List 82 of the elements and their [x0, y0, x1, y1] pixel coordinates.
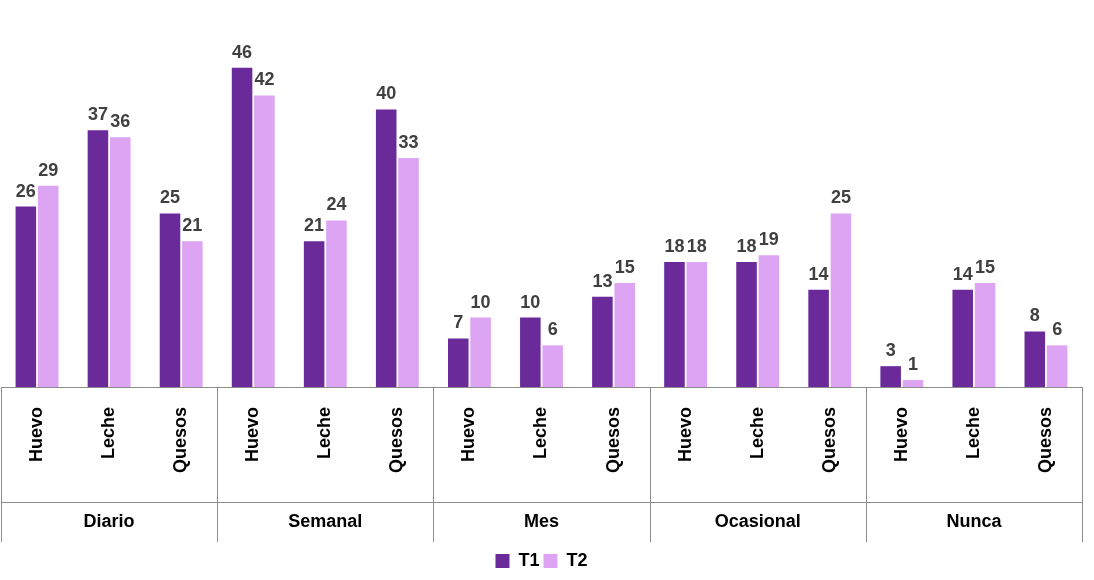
text: Semanal: [288, 510, 363, 531]
bar: [303, 241, 325, 387]
x-tick-label: Leche: [962, 407, 983, 460]
x-tick-label: Quesos: [386, 407, 407, 474]
data-label: 25: [830, 187, 851, 208]
bar: [398, 157, 419, 387]
data-label: 15: [614, 256, 635, 277]
bar: [952, 289, 974, 387]
data-label: 42: [254, 69, 275, 90]
data-label: 36: [110, 111, 131, 132]
x-tick-label: Huevo: [890, 407, 911, 463]
data-label: 24: [326, 194, 347, 215]
data-label: 14: [808, 263, 829, 284]
x-tick-label: Quesos: [1034, 407, 1055, 474]
x-tick-label: Quesos: [602, 407, 623, 474]
bar: [1024, 331, 1046, 387]
bar: [254, 95, 275, 387]
bar: [902, 380, 924, 387]
data-label: 10: [470, 291, 491, 312]
bar: [326, 220, 347, 387]
data-label: 29: [38, 159, 59, 180]
text: Ocasional: [714, 510, 801, 531]
bar: [109, 137, 131, 387]
legend-label: T1: [518, 549, 540, 570]
data-label: 14: [952, 263, 973, 284]
data-label: 3: [885, 340, 896, 361]
x-tick-label: Quesos: [818, 407, 839, 474]
bar: [1046, 345, 1068, 387]
bar: [830, 213, 852, 387]
bar: [880, 366, 901, 387]
bar: [470, 317, 491, 387]
bar: [592, 296, 613, 387]
data-label: 10: [520, 291, 541, 312]
data-label: 18: [664, 236, 685, 257]
bar: [520, 317, 541, 387]
data-label: 40: [376, 83, 397, 104]
data-label: 19: [758, 229, 779, 250]
data-label: 33: [398, 131, 419, 152]
bar: [182, 241, 203, 387]
bar: [87, 130, 109, 387]
bar: [758, 255, 780, 387]
x-tick-label: Huevo: [242, 407, 263, 463]
x-tick-label: Huevo: [26, 407, 46, 463]
x-tick-label: Leche: [530, 407, 551, 460]
data-label: 25: [159, 187, 181, 208]
data-label: 18: [686, 236, 707, 257]
bar: [614, 282, 636, 387]
x-tick-label: Leche: [98, 407, 119, 460]
data-label: 21: [182, 215, 203, 236]
bar: [15, 206, 37, 387]
data-label: 37: [87, 104, 108, 125]
data-label: 13: [592, 270, 613, 291]
text: Nunca: [946, 510, 1003, 531]
data-label: 46: [232, 41, 253, 62]
bar: [808, 289, 829, 387]
x-tick-label: Quesos: [170, 407, 191, 474]
bar: [542, 345, 563, 387]
data-label: 8: [1029, 305, 1040, 326]
x-tick-label: Huevo: [674, 407, 695, 463]
bar: [686, 262, 708, 387]
data-label: 1: [908, 354, 919, 375]
data-label: 7: [453, 312, 464, 333]
text: Mes: [523, 510, 560, 531]
bar: [231, 67, 253, 387]
data-label: 18: [736, 236, 757, 257]
data-label: 21: [304, 215, 325, 236]
bar: [447, 338, 469, 387]
x-tick-label: Huevo: [458, 407, 479, 463]
text: Diario: [83, 510, 135, 531]
bar: [375, 109, 397, 387]
legend-label: T2: [566, 549, 588, 570]
bar: [974, 282, 996, 387]
bar: [664, 262, 685, 387]
data-label: 26: [15, 180, 36, 201]
x-tick-label: Leche: [746, 407, 767, 460]
x-tick-label: Leche: [314, 407, 335, 460]
bar: [159, 213, 181, 387]
data-label: 15: [975, 256, 996, 277]
data-label: 6: [547, 319, 558, 340]
bar: [736, 262, 757, 387]
bar: [37, 185, 59, 387]
data-label: 6: [1052, 319, 1063, 340]
